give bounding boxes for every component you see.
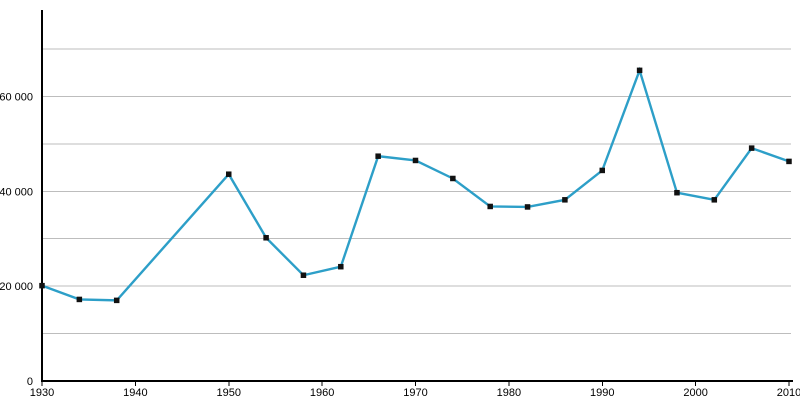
- data-point-marker: [226, 171, 232, 177]
- data-point-marker: [562, 197, 568, 203]
- x-axis-tick-label: 1980: [497, 387, 521, 399]
- x-axis-tick-label: 2000: [683, 387, 707, 399]
- data-point-marker: [263, 235, 269, 241]
- data-point-marker: [599, 167, 605, 174]
- data-point-marker: [636, 67, 643, 74]
- data-point-marker: [487, 203, 493, 210]
- data-point-marker: [39, 282, 45, 289]
- x-axis-tick-label: 1990: [590, 387, 614, 399]
- data-point-marker: [450, 175, 456, 182]
- y-axis-tick-label: 60 000: [0, 91, 33, 103]
- x-axis-tick-label: 1930: [30, 387, 54, 399]
- data-point-marker: [748, 145, 755, 151]
- data-point-marker: [113, 297, 120, 304]
- x-axis-tick-label: 2010: [777, 387, 800, 399]
- x-axis-tick-label: 1960: [310, 387, 334, 399]
- x-axis-tick-label: 1940: [123, 387, 147, 399]
- data-point-marker: [300, 272, 307, 278]
- data-point-marker: [674, 189, 680, 196]
- data-point-marker: [338, 263, 344, 270]
- y-axis-tick-label: 40 000: [0, 186, 33, 198]
- data-point-marker: [524, 204, 531, 210]
- data-point-marker: [76, 296, 83, 303]
- data-point-marker: [375, 153, 381, 159]
- data-point-marker: [412, 157, 419, 164]
- y-axis-tick-label: 0: [27, 376, 33, 388]
- x-axis-tick-label: 1950: [217, 387, 241, 399]
- data-point-marker: [711, 197, 718, 203]
- y-axis-tick-label: 20 000: [0, 281, 33, 293]
- data-point-marker: [786, 158, 792, 165]
- x-axis-tick-label: 1970: [403, 387, 427, 399]
